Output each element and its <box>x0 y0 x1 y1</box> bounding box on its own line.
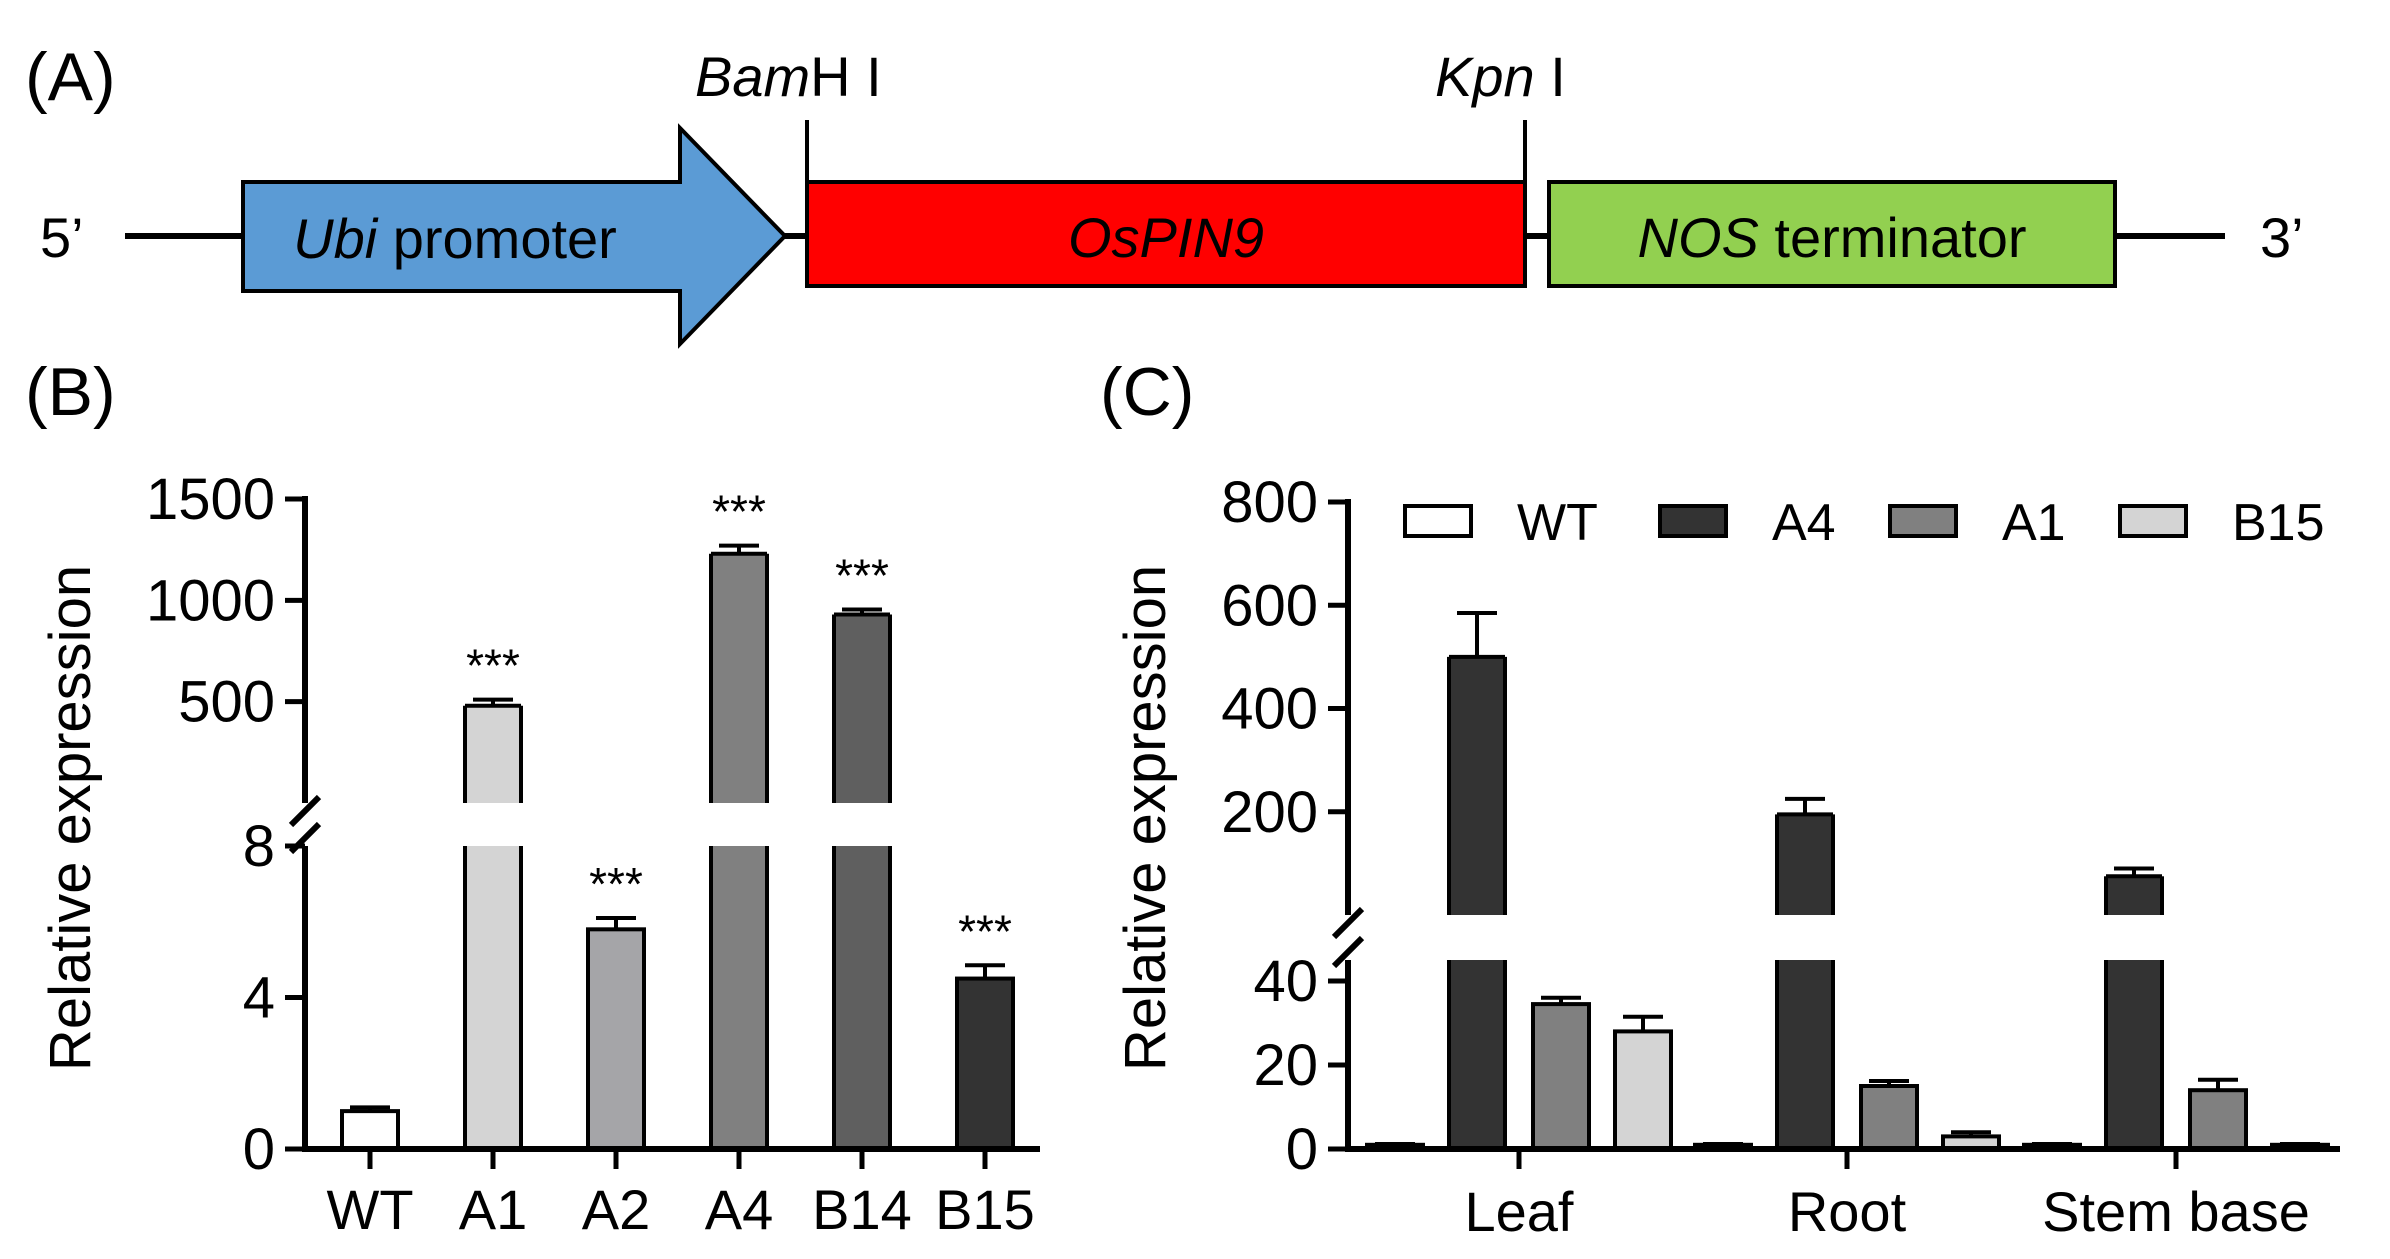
bar-a4-root-upper <box>1777 814 1833 915</box>
legend-swatch-wt <box>1403 504 1473 538</box>
bar-b15 <box>955 976 1015 1151</box>
panel-b-y-axis-label: Relative expression <box>38 565 103 1071</box>
bar-a4-upper <box>711 553 767 803</box>
axis-break-mark <box>288 794 322 828</box>
y-tick-label: 500 <box>178 670 275 735</box>
bar-b15-leaf <box>1613 1029 1673 1152</box>
bamhi-site-label: BamH I <box>695 45 882 108</box>
bar-b15-significance: *** <box>958 905 1012 957</box>
axis-break-mark <box>1331 935 1365 969</box>
legend-swatch-b15 <box>2118 504 2188 538</box>
bar-a4-leaf-upper <box>1449 656 1505 915</box>
y-tick-label: 800 <box>1221 470 1318 535</box>
three-prime-label: 3’ <box>2260 206 2304 269</box>
promoter-arrow <box>241 123 788 349</box>
legend-label-b15: B15 <box>2232 494 2325 552</box>
bar-a1-root <box>1859 1084 1919 1151</box>
y-tick-label: 0 <box>243 1117 275 1182</box>
gene-label: OsPIN9 <box>1068 206 1264 269</box>
bar-a4-significance: *** <box>712 486 766 538</box>
bar-a1-leaf <box>1531 1002 1591 1151</box>
y-tick-label: 40 <box>1253 949 1318 1014</box>
x-tick-label: B15 <box>935 1178 1035 1241</box>
bar-b14-upper <box>834 614 890 803</box>
bar-b14-significance: *** <box>835 549 889 601</box>
bar-a4-stem-base-upper <box>2106 876 2162 915</box>
bar-a4-leaf-lower <box>1449 960 1505 1149</box>
legend-label-a1: A1 <box>2002 494 2066 552</box>
gene-box <box>805 180 1527 288</box>
x-tick-label: B14 <box>812 1178 912 1241</box>
x-tick-label: Stem base <box>2042 1180 2310 1243</box>
panel-c-chart: (C) Relative expression WT A4 A1 B15 Leaf Ro… <box>1100 354 2340 1243</box>
y-tick-label: 1000 <box>146 568 275 633</box>
y-tick-label: 20 <box>1253 1033 1318 1098</box>
y-tick-label: 0 <box>1286 1117 1318 1182</box>
bar-a2-significance: *** <box>589 858 643 910</box>
x-tick-label: A1 <box>459 1178 528 1241</box>
bar-a1-stem-base <box>2188 1088 2248 1151</box>
y-tick-label: 4 <box>243 966 275 1031</box>
bar-a4-lower <box>711 846 767 1149</box>
x-tick-label: Root <box>1788 1180 1907 1243</box>
panel-c-label: (C) <box>1100 354 1194 430</box>
panel-c-legend: WT A4 A1 B15 <box>1403 494 2325 552</box>
bar-a4-stem-base-lower <box>2106 960 2162 1149</box>
kpni-site-label: Kpn I <box>1435 45 1566 108</box>
bar-wt <box>340 1109 400 1151</box>
x-tick-label: A4 <box>705 1178 774 1241</box>
y-tick-label: 400 <box>1221 677 1318 742</box>
y-tick-label: 200 <box>1221 780 1318 845</box>
five-prime-label: 5’ <box>40 206 84 269</box>
panel-c-y-axis-label: Relative expression <box>1113 565 1178 1071</box>
y-tick-label: 600 <box>1221 573 1318 638</box>
bar-a1-lower <box>465 846 521 1149</box>
x-tick-label: A2 <box>582 1178 651 1241</box>
panel-b-chart: (B) Relative expression *** *** *** *** *** 0… <box>25 354 1040 1241</box>
axis-break-mark <box>1331 906 1365 940</box>
legend-swatch-a1 <box>1888 504 1958 538</box>
bar-a2 <box>586 927 646 1152</box>
legend-label-a4: A4 <box>1772 494 1836 552</box>
panel-a-label: (A) <box>25 39 116 115</box>
bar-a4-root-lower <box>1777 960 1833 1149</box>
y-tick-label: 8 <box>243 814 275 879</box>
panel-b-label: (B) <box>25 354 116 430</box>
x-tick-label: WT <box>326 1178 413 1241</box>
panel-a: (A) 5’ 3’ Ubi promoter OsPIN9 NOS termin… <box>25 39 2304 349</box>
legend-label-wt: WT <box>1517 494 1598 552</box>
promoter-label: Ubi promoter <box>293 207 617 270</box>
bar-b14-lower <box>834 846 890 1149</box>
x-tick-label: Leaf <box>1465 1180 1574 1243</box>
y-tick-label: 1500 <box>146 467 275 532</box>
bar-a1-significance: *** <box>466 640 520 692</box>
bar-a1-upper <box>465 705 521 803</box>
terminator-label: NOS terminator <box>1638 206 2027 269</box>
terminator-box <box>1547 180 2117 288</box>
legend-swatch-a4 <box>1658 504 1728 538</box>
